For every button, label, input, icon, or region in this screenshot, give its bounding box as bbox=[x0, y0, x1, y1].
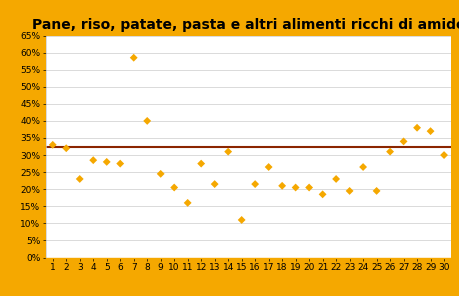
Point bbox=[76, 177, 83, 181]
Point bbox=[305, 185, 312, 190]
Point bbox=[130, 55, 137, 60]
Point bbox=[318, 192, 325, 197]
Point bbox=[103, 160, 110, 164]
Point bbox=[90, 158, 97, 163]
Point bbox=[211, 182, 218, 186]
Point bbox=[278, 184, 285, 188]
Point bbox=[251, 182, 258, 186]
Point bbox=[264, 165, 272, 169]
Point bbox=[224, 149, 231, 154]
Point bbox=[184, 200, 191, 205]
Point bbox=[399, 139, 406, 144]
Point bbox=[170, 185, 178, 190]
Point bbox=[197, 161, 204, 166]
Point bbox=[116, 161, 123, 166]
Point bbox=[413, 126, 420, 130]
Point bbox=[49, 142, 56, 147]
Point bbox=[372, 189, 380, 193]
Point bbox=[439, 153, 447, 157]
Point bbox=[291, 185, 299, 190]
Point bbox=[157, 171, 164, 176]
Point bbox=[358, 165, 366, 169]
Point bbox=[386, 149, 393, 154]
Point bbox=[237, 218, 245, 222]
Point bbox=[62, 146, 70, 151]
Point bbox=[345, 189, 353, 193]
Point bbox=[332, 177, 339, 181]
Title: Pane, riso, patate, pasta e altri alimenti ricchi di amido: Pane, riso, patate, pasta e altri alimen… bbox=[32, 17, 459, 32]
Point bbox=[426, 129, 433, 133]
Point bbox=[143, 118, 151, 123]
